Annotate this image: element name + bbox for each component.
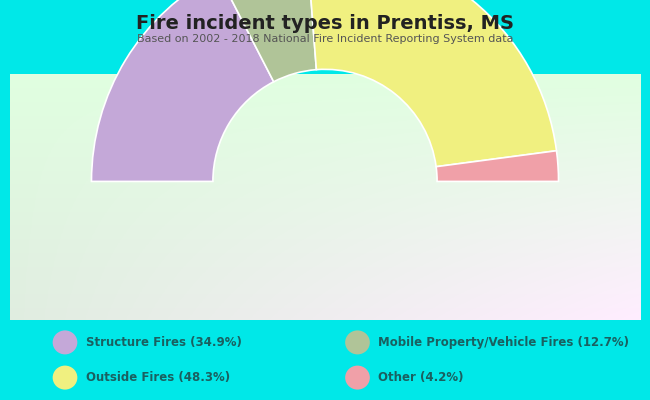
Text: Based on 2002 - 2018 National Fire Incident Reporting System data: Based on 2002 - 2018 National Fire Incid… bbox=[136, 34, 514, 44]
Ellipse shape bbox=[345, 330, 370, 354]
Ellipse shape bbox=[53, 330, 77, 354]
Text: Structure Fires (34.9%): Structure Fires (34.9%) bbox=[86, 336, 242, 349]
Text: Outside Fires (48.3%): Outside Fires (48.3%) bbox=[86, 371, 230, 384]
Wedge shape bbox=[218, 0, 317, 82]
Wedge shape bbox=[307, 0, 556, 167]
Wedge shape bbox=[92, 0, 274, 182]
Wedge shape bbox=[436, 151, 558, 182]
Ellipse shape bbox=[53, 366, 77, 390]
Text: Mobile Property/Vehicle Fires (12.7%): Mobile Property/Vehicle Fires (12.7%) bbox=[378, 336, 629, 349]
Text: Other (4.2%): Other (4.2%) bbox=[378, 371, 464, 384]
Text: Fire incident types in Prentiss, MS: Fire incident types in Prentiss, MS bbox=[136, 14, 514, 33]
Ellipse shape bbox=[345, 366, 370, 390]
